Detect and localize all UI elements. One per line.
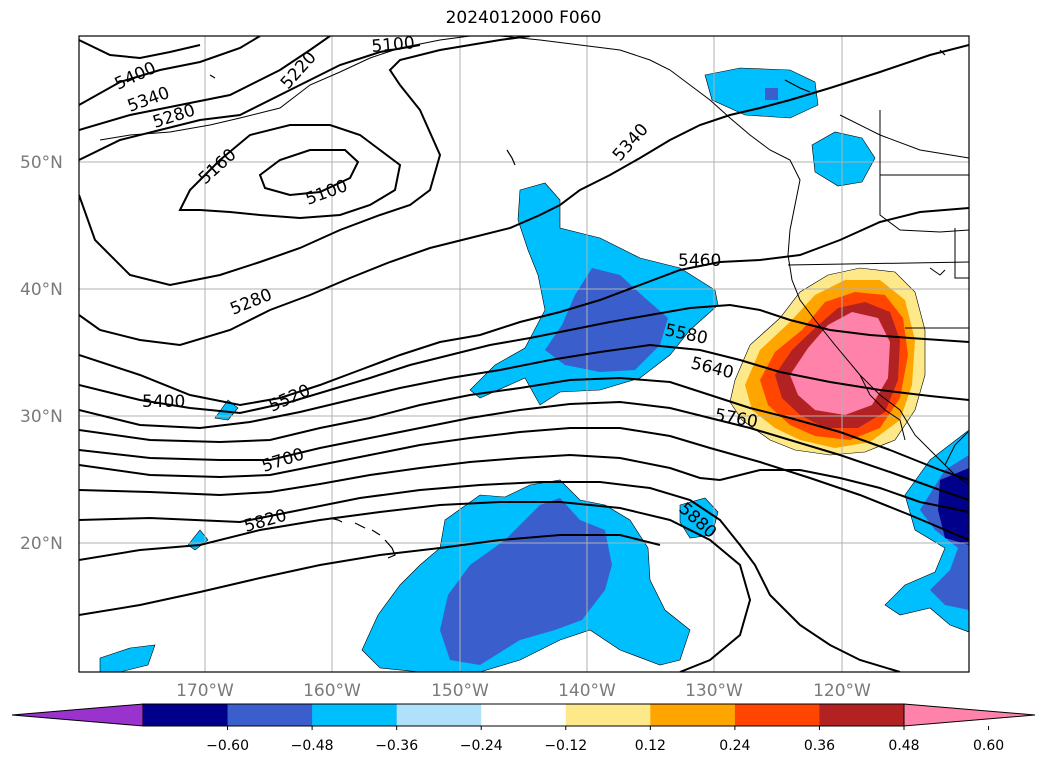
colorbar-tick-label: 0.48 bbox=[888, 738, 919, 754]
longitude-labels: 170°W 160°W 150°W 140°W 130°W 120°W bbox=[176, 681, 871, 701]
contour-label: 5460 bbox=[678, 251, 721, 271]
lon-label: 160°W bbox=[303, 681, 361, 701]
colorbar-segment bbox=[396, 704, 482, 726]
colorbar-tick-label: −0.48 bbox=[291, 738, 334, 754]
colorbar-tick-label: 0.60 bbox=[973, 738, 1004, 754]
negative-anomaly-core bbox=[440, 498, 612, 665]
colorbar-tick-label: 0.12 bbox=[635, 738, 666, 754]
colorbar: −0.60 −0.48 −0.36 −0.24 −0.12 0.12 0.24 0.36 0.4… bbox=[11, 703, 1036, 754]
colorbar-segment bbox=[143, 704, 229, 726]
shaded-anomaly-fields bbox=[99, 67, 969, 672]
colorbar-tick-label: 0.36 bbox=[804, 738, 835, 754]
colorbar-segment bbox=[819, 704, 905, 726]
colorbar-segment bbox=[734, 704, 820, 726]
page-title: 2024012000 F060 bbox=[445, 8, 602, 28]
contour-label: 5400 bbox=[142, 392, 185, 412]
gridlines bbox=[79, 36, 969, 672]
lat-label: 30°N bbox=[20, 407, 63, 427]
colorbar-segment bbox=[481, 704, 567, 726]
colorbar-tick-label: −0.24 bbox=[460, 738, 503, 754]
colorbar-tick-label: −0.12 bbox=[544, 738, 587, 754]
colorbar-right-extension bbox=[903, 703, 1036, 727]
contour-label: 5100 bbox=[371, 33, 416, 57]
latitude-labels: 50°N 40°N 30°N 20°N bbox=[20, 153, 63, 554]
lon-label: 150°W bbox=[431, 681, 489, 701]
colorbar-left-extension bbox=[11, 703, 144, 727]
colorbar-frame bbox=[142, 703, 905, 727]
colorbar-tick-label: 0.24 bbox=[719, 738, 750, 754]
lon-label: 170°W bbox=[176, 681, 234, 701]
colorbar-segment bbox=[312, 704, 398, 726]
lat-label: 40°N bbox=[20, 280, 63, 300]
colorbar-segment bbox=[565, 704, 651, 726]
height-contours bbox=[79, 36, 969, 672]
lon-label: 140°W bbox=[558, 681, 616, 701]
colorbar-segment bbox=[650, 704, 736, 726]
lat-label: 50°N bbox=[20, 153, 63, 173]
map-area: 5400 5340 5280 5220 5100 5160 5100 5280 … bbox=[79, 33, 969, 672]
colorbar-segment bbox=[227, 704, 313, 726]
lon-label: 120°W bbox=[813, 681, 871, 701]
colorbar-tick-label: −0.60 bbox=[206, 738, 249, 754]
colorbar-tick-label: −0.36 bbox=[375, 738, 418, 754]
coastlines bbox=[99, 36, 969, 486]
lat-label: 20°N bbox=[20, 534, 63, 554]
lon-label: 130°W bbox=[685, 681, 743, 701]
map-frame bbox=[78, 35, 970, 673]
